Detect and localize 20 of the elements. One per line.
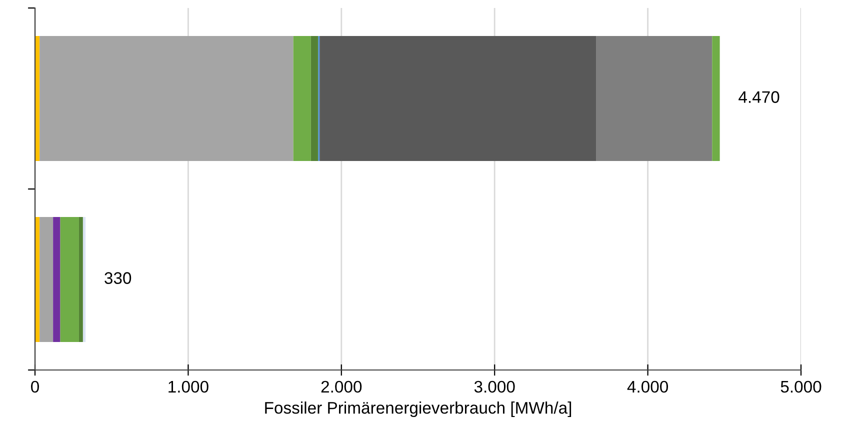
x-tick-label: 2.000: [321, 380, 362, 393]
bar: [78, 217, 83, 342]
x-tick-label: 5.000: [780, 380, 822, 393]
bar: [596, 36, 712, 161]
bar: [293, 36, 311, 161]
bar: [310, 36, 318, 161]
bar: [40, 36, 294, 161]
bar: [320, 36, 596, 161]
x-axis-title: Fossiler Primärenergieverbrauch [MWh/a]: [265, 402, 572, 418]
x-tick-label: 0: [31, 380, 39, 393]
x-tick-label: 3.000: [474, 380, 515, 393]
total-label: 4.470: [738, 91, 780, 103]
x-tick-label: 1.000: [168, 380, 208, 393]
bar: [60, 217, 79, 342]
bar: [712, 36, 720, 161]
total-label: 330: [104, 272, 132, 284]
bar: [40, 217, 54, 342]
bar: [53, 217, 60, 342]
bar: [82, 217, 86, 342]
x-tick-label: 4.000: [627, 380, 668, 393]
